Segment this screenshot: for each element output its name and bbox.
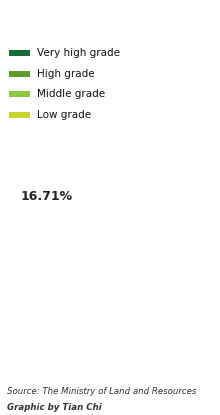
Text: Middle grade: Middle grade xyxy=(37,89,105,99)
Text: High grade: High grade xyxy=(37,69,95,79)
Text: 29.98%: 29.98% xyxy=(125,181,177,194)
Text: Arable land: Arable land xyxy=(34,9,186,33)
Bar xyxy=(9,91,30,98)
Bar xyxy=(9,112,30,118)
Bar xyxy=(9,71,30,77)
Bar xyxy=(9,50,30,56)
Text: 16.71%: 16.71% xyxy=(21,190,73,203)
Text: 50.64%: 50.64% xyxy=(84,311,136,324)
Text: 2.67%: 2.67% xyxy=(25,126,68,139)
Text: Source: The Ministry of Land and Resources: Source: The Ministry of Land and Resourc… xyxy=(7,386,196,395)
Text: Very high grade: Very high grade xyxy=(37,48,120,58)
Text: Graphic by Tian Chi: Graphic by Tian Chi xyxy=(7,403,101,412)
Text: Low grade: Low grade xyxy=(37,110,91,120)
